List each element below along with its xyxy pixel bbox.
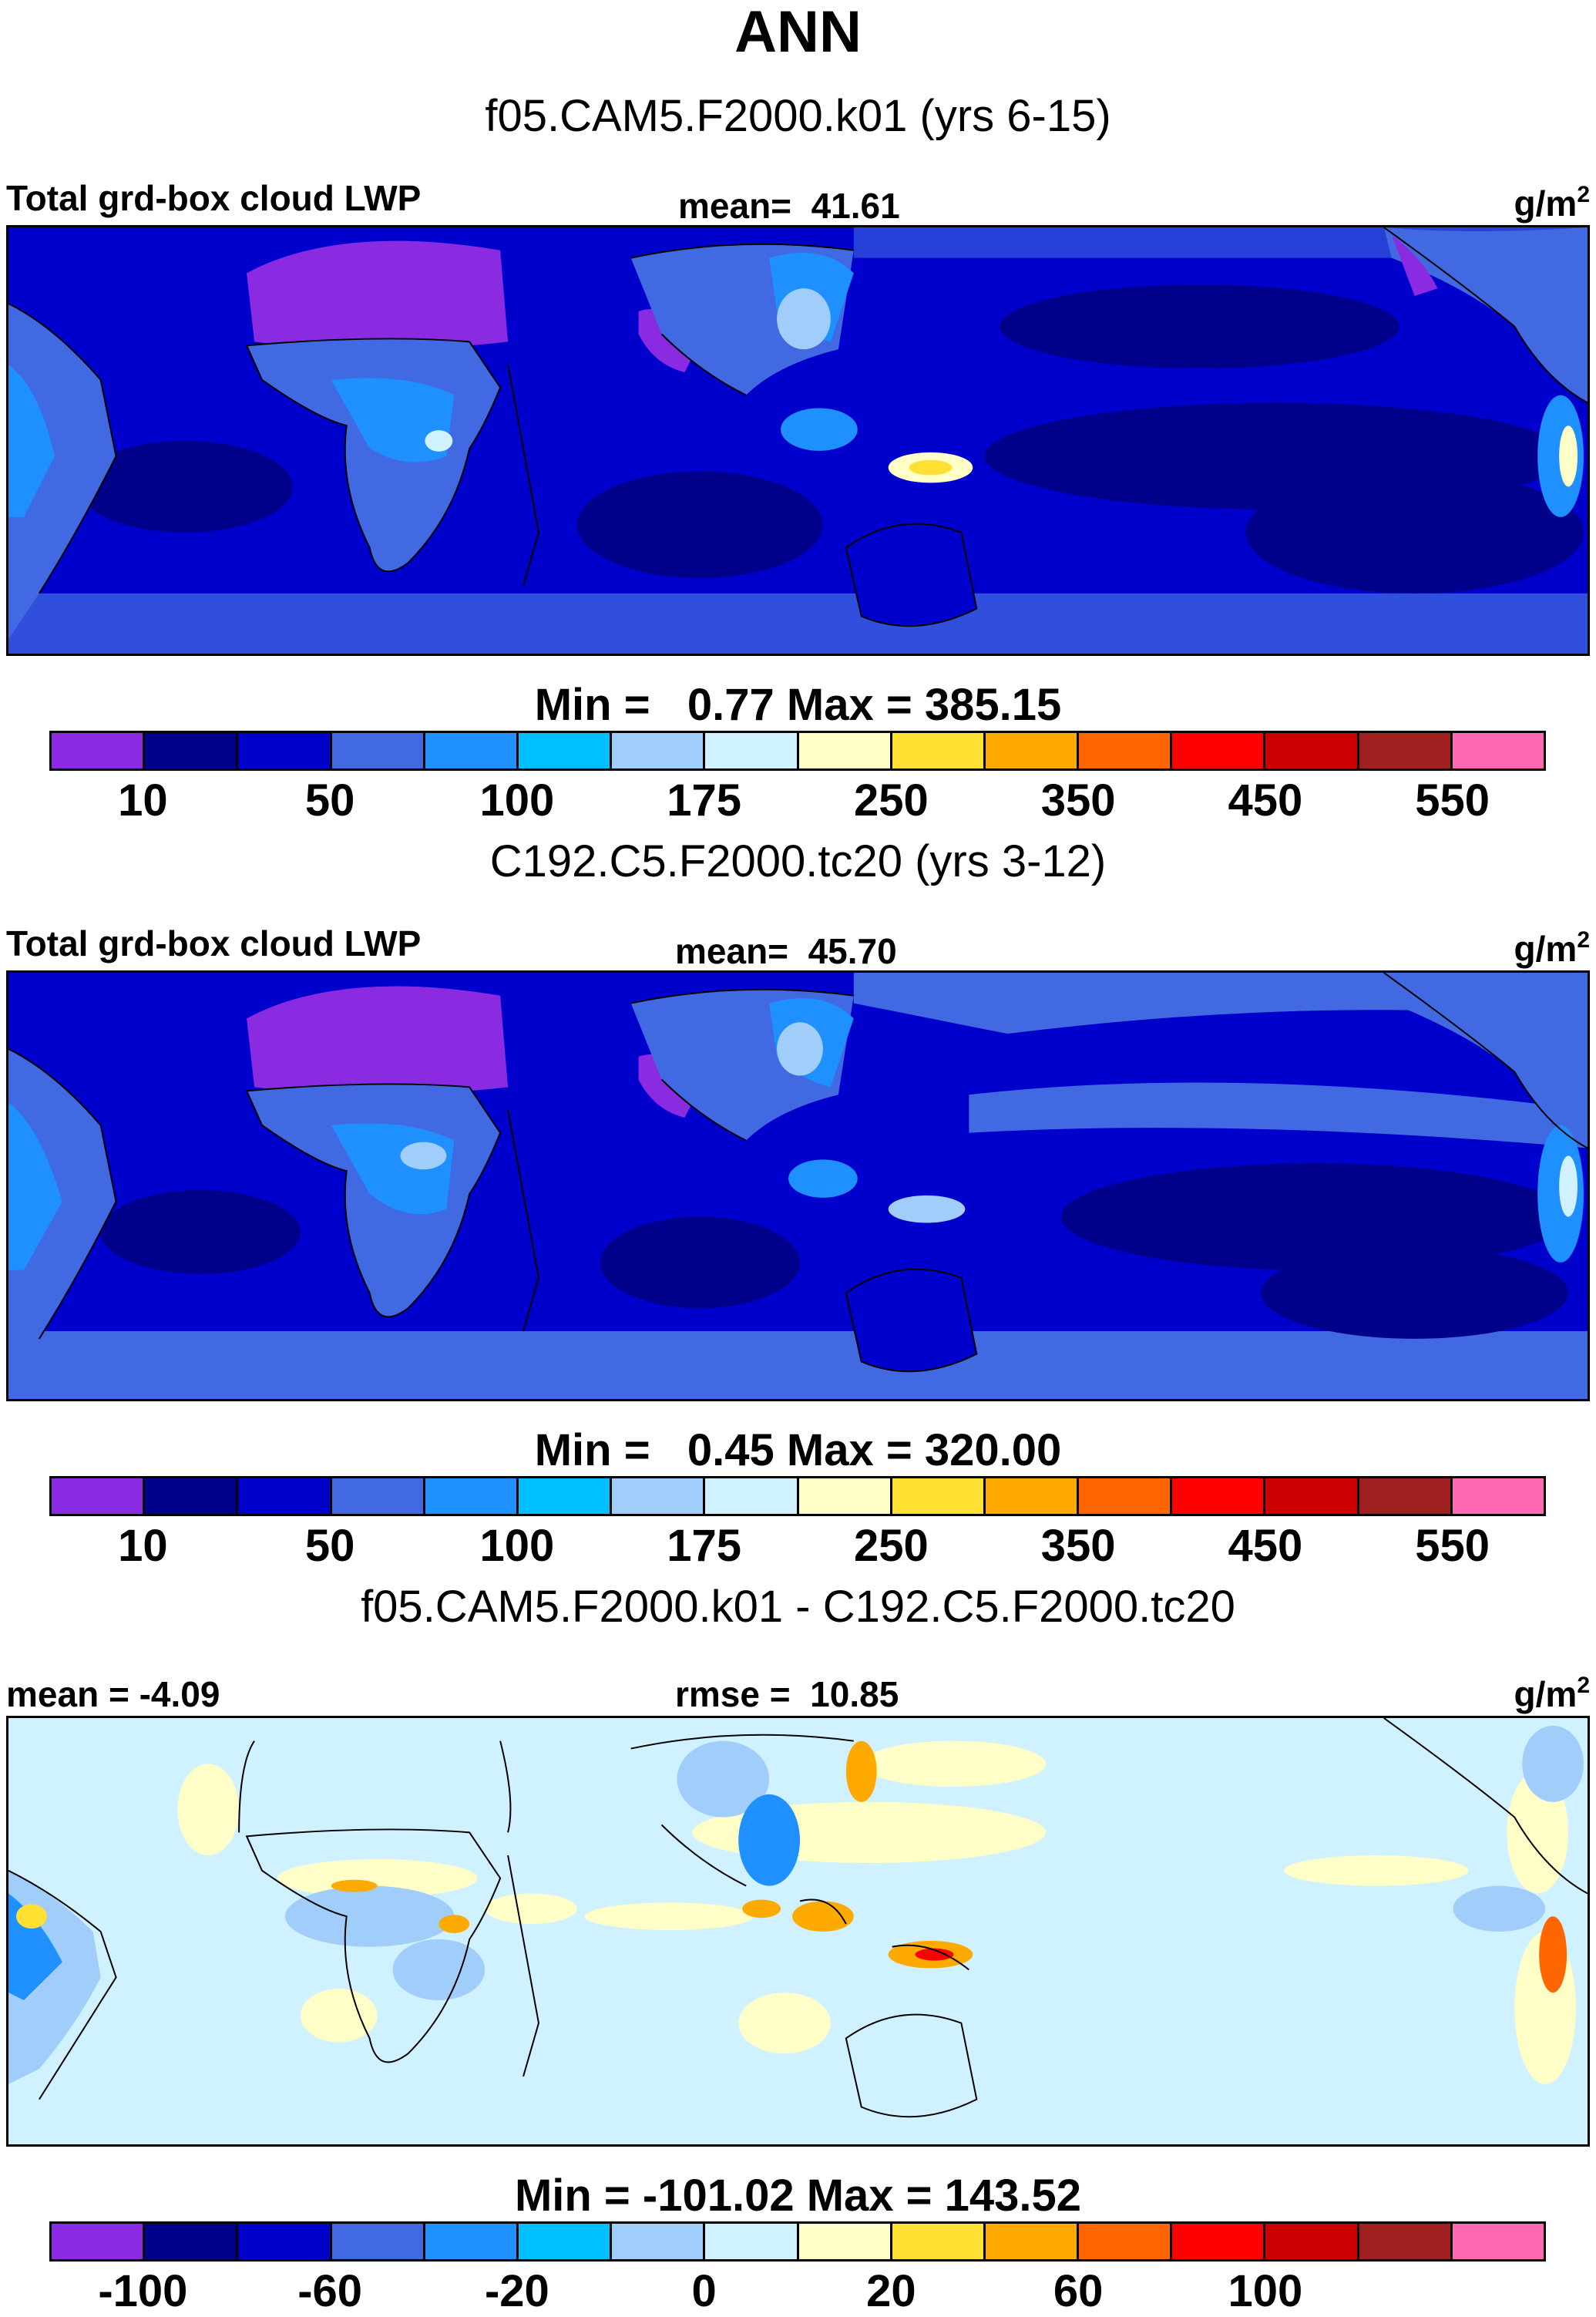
panel1-mean-label: mean= 41.61 <box>678 186 900 226</box>
colorbar-swatch <box>238 733 332 768</box>
colorbar-tick-label: 20 <box>866 2266 916 2316</box>
colorbar-swatch <box>145 2224 239 2259</box>
colorbar-swatch <box>705 2224 799 2259</box>
panel1-map-svg <box>8 227 1588 654</box>
colorbar-tick-label: -20 <box>484 2266 549 2316</box>
colorbar-swatch <box>1359 2224 1453 2259</box>
colorbar-tick-label: 250 <box>853 1521 929 1571</box>
colorbar-tick-label: 175 <box>667 775 742 826</box>
colorbar-swatch <box>52 1478 146 1514</box>
colorbar-swatch <box>892 733 986 768</box>
colorbar-swatch <box>798 2224 892 2259</box>
colorbar-tick-label: 60 <box>1053 2266 1104 2316</box>
colorbar-swatch <box>425 733 519 768</box>
colorbar-swatch <box>52 733 146 768</box>
panel2-variable-label: Total grd-box cloud LWP <box>6 923 422 963</box>
colorbar-tick-label: 250 <box>853 775 929 826</box>
colorbar-swatch <box>145 1478 239 1514</box>
colorbar-swatch <box>612 1478 706 1514</box>
colorbar-swatch <box>985 733 1080 768</box>
colorbar-swatch <box>1452 1478 1544 1514</box>
panel1-map <box>6 225 1590 656</box>
colorbar-tick-label: 175 <box>667 1521 742 1571</box>
colorbar-swatch <box>1359 733 1453 768</box>
panel2-map-svg <box>8 973 1588 1399</box>
colorbar-swatch <box>892 1478 986 1514</box>
colorbar-swatch <box>1172 1478 1266 1514</box>
colorbar-swatch <box>145 733 239 768</box>
colorbar-swatch <box>1452 733 1544 768</box>
panel3-rmse-label: rmse = 10.85 <box>675 1674 899 1714</box>
colorbar-swatch <box>518 2224 613 2259</box>
colorbar-swatch <box>612 733 706 768</box>
panel1-units: g/m2 <box>1514 182 1590 224</box>
colorbar-tick-label: 10 <box>118 775 168 826</box>
colorbar-swatch <box>238 1478 332 1514</box>
panel1-case-title: f05.CAM5.F2000.k01 (yrs 6-15) <box>485 91 1111 141</box>
colorbar-tick-label: -60 <box>297 2266 363 2316</box>
colorbar-swatch <box>705 733 799 768</box>
colorbar-swatch <box>1172 2224 1266 2259</box>
colorbar-tick-label: 100 <box>479 1521 555 1571</box>
colorbar-tick-label: 100 <box>479 775 555 826</box>
colorbar-swatch <box>331 2224 425 2259</box>
colorbar-swatch <box>52 2224 146 2259</box>
colorbar-tick-label: 550 <box>1415 1521 1490 1571</box>
colorbar-tick-label: 10 <box>118 1521 168 1571</box>
colorbar-swatch <box>798 733 892 768</box>
panel2-colorbar <box>49 1476 1546 1516</box>
colorbar-swatch <box>518 733 613 768</box>
colorbar-swatch <box>798 1478 892 1514</box>
colorbar-tick-label: 550 <box>1415 775 1490 826</box>
panel3-map <box>6 1716 1590 2147</box>
colorbar-swatch <box>985 2224 1080 2259</box>
colorbar-swatch <box>612 2224 706 2259</box>
colorbar-swatch <box>1265 2224 1359 2259</box>
colorbar-swatch <box>892 2224 986 2259</box>
colorbar-swatch <box>425 1478 519 1514</box>
colorbar-swatch <box>705 1478 799 1514</box>
panel3-minmax: Min = -101.02 Max = 143.52 <box>514 2171 1082 2221</box>
panel2-units: g/m2 <box>1514 927 1590 969</box>
figure-title: ANN <box>734 0 862 65</box>
panel3-map-svg <box>8 1718 1588 2144</box>
colorbar-tick-label: -100 <box>98 2266 188 2316</box>
colorbar-swatch <box>1265 733 1359 768</box>
colorbar-swatch <box>518 1478 613 1514</box>
panel3-colorbar <box>49 2221 1546 2262</box>
panel2-mean-label: mean= 45.70 <box>675 931 897 971</box>
colorbar-tick-label: 50 <box>304 1521 355 1571</box>
colorbar-swatch <box>331 733 425 768</box>
colorbar-swatch <box>1172 733 1266 768</box>
colorbar-tick-label: 350 <box>1040 775 1116 826</box>
colorbar-swatch <box>1079 1478 1173 1514</box>
colorbar-swatch <box>1079 2224 1173 2259</box>
colorbar-tick-label: 0 <box>691 2266 717 2316</box>
panel2-case-title: C192.C5.F2000.tc20 (yrs 3-12) <box>489 836 1107 886</box>
panel2-minmax: Min = 0.45 Max = 320.00 <box>534 1425 1062 1475</box>
colorbar-swatch <box>238 2224 332 2259</box>
panel3-case-title: f05.CAM5.F2000.k01 - C192.C5.F2000.tc20 <box>361 1582 1235 1632</box>
panel1-variable-label: Total grd-box cloud LWP <box>6 178 422 218</box>
colorbar-swatch <box>1359 1478 1453 1514</box>
colorbar-swatch <box>1079 733 1173 768</box>
colorbar-swatch <box>331 1478 425 1514</box>
panel1-colorbar <box>49 731 1546 771</box>
panel3-mean-label: mean = -4.09 <box>6 1674 220 1714</box>
panel1-minmax: Min = 0.77 Max = 385.15 <box>534 680 1062 730</box>
colorbar-tick-label: 350 <box>1040 1521 1116 1571</box>
colorbar-tick-label: 450 <box>1228 775 1303 826</box>
panel2-map <box>6 970 1590 1401</box>
colorbar-tick-label: 50 <box>304 775 355 826</box>
colorbar-swatch <box>425 2224 519 2259</box>
colorbar-swatch <box>1452 2224 1544 2259</box>
colorbar-tick-label: 100 <box>1228 2266 1303 2316</box>
panel3-units: g/m2 <box>1514 1673 1590 1714</box>
colorbar-swatch <box>1265 1478 1359 1514</box>
colorbar-swatch <box>985 1478 1080 1514</box>
colorbar-tick-label: 450 <box>1228 1521 1303 1571</box>
